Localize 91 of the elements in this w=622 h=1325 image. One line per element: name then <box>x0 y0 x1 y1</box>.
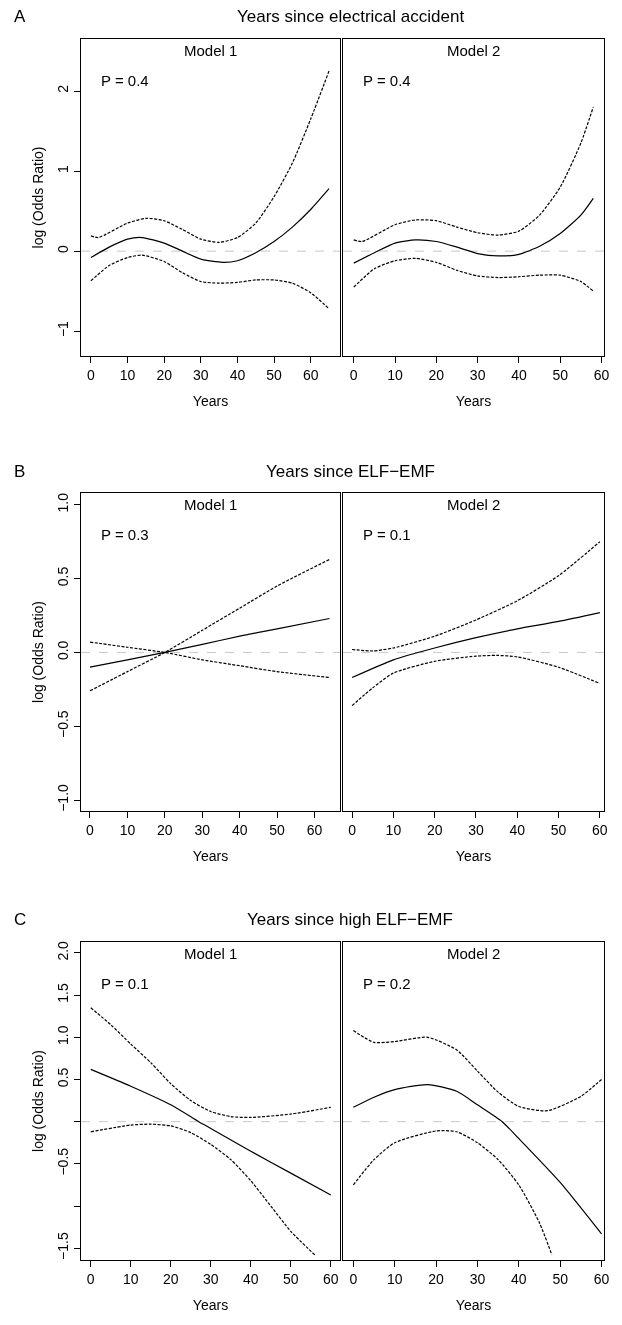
y-tick-label: −0.5 <box>55 1147 72 1176</box>
x-tick-label: 20 <box>157 821 173 838</box>
x-tick-label: 10 <box>119 821 136 838</box>
chart-title: Model 2 <box>447 496 501 513</box>
y-tick-label: −1.0 <box>55 783 72 812</box>
y-tick-label: 1 <box>55 164 72 173</box>
x-tick-label: 0 <box>348 821 357 838</box>
x-tick-label: 60 <box>593 1270 610 1287</box>
line-series <box>90 1123 316 1256</box>
x-axis-title: Years <box>192 848 229 865</box>
x-tick-label: 40 <box>511 1270 527 1287</box>
line-series <box>90 254 330 310</box>
x-tick-label: 60 <box>306 821 323 838</box>
x-tick-label: 40 <box>243 1270 259 1287</box>
x-tick-label: 30 <box>469 366 486 383</box>
x-tick-label: 0 <box>349 1270 358 1287</box>
chart-title: Model 1 <box>184 945 238 962</box>
annotation: P = 0.2 <box>363 975 411 992</box>
chart-subtitle: Years since high ELF−EMF <box>247 910 453 929</box>
x-axis-title: Years <box>192 1297 229 1314</box>
x-tick-label: 60 <box>323 1270 339 1287</box>
x-tick-label: 40 <box>229 366 246 383</box>
line-series <box>90 1068 332 1196</box>
y-axis-title: log (Odds Ratio) <box>30 1050 46 1152</box>
x-tick-label: 40 <box>509 821 526 838</box>
chart-title: Model 2 <box>447 42 501 59</box>
text: B <box>14 462 26 481</box>
x-tick-label: 30 <box>194 821 211 838</box>
x-tick-label: 50 <box>269 821 286 838</box>
x-tick-label: 50 <box>283 1270 299 1287</box>
chart-title: Model 2 <box>447 945 501 962</box>
text: A <box>14 7 26 26</box>
x-tick-label: 50 <box>552 1270 569 1287</box>
x-tick-label: 40 <box>511 366 527 383</box>
chart-subtitle: Years since ELF−EMF <box>266 462 435 481</box>
y-axis-title: log (Odds Ratio) <box>30 601 46 703</box>
x-tick-label: 30 <box>193 366 209 383</box>
x-tick-label: 50 <box>552 366 569 383</box>
x-tick-label: 30 <box>468 821 484 838</box>
y-tick-label: 0.5 <box>55 566 72 587</box>
y-tick-label: 0 <box>55 244 72 253</box>
chart-title: Model 1 <box>184 42 238 59</box>
x-axis-title: Years <box>455 1297 492 1314</box>
y-tick-label: 0.5 <box>55 1067 72 1088</box>
x-axis-title: Years <box>192 393 229 410</box>
x-tick-label: 0 <box>86 366 95 383</box>
x-tick-label: 20 <box>428 1270 445 1287</box>
x-tick-label: 20 <box>162 1270 179 1287</box>
x-tick-label: 10 <box>122 1270 139 1287</box>
y-tick-label: 1.5 <box>55 983 72 1003</box>
y-tick-label: 2.0 <box>55 940 72 961</box>
y-tick-label: 0.0 <box>55 640 72 661</box>
x-tick-label: 20 <box>156 366 173 383</box>
line-series <box>90 188 330 263</box>
x-tick-label: 0 <box>86 821 95 838</box>
x-tick-label: 60 <box>593 366 610 383</box>
y-tick-label: 2 <box>55 84 72 93</box>
x-axis-title: Years <box>455 393 492 410</box>
x-tick-label: 10 <box>387 366 404 383</box>
annotation: P = 0.3 <box>101 526 149 543</box>
x-tick-label: 20 <box>426 821 443 838</box>
y-tick-label: −0.5 <box>55 710 72 738</box>
line-series <box>89 558 331 692</box>
x-axis-title: Years <box>455 848 492 865</box>
x-tick-label: 50 <box>266 366 283 383</box>
y-tick-label: −1 <box>55 320 72 338</box>
x-tick-label: 10 <box>119 366 136 383</box>
line-series <box>90 1007 332 1119</box>
x-tick-label: 30 <box>469 1270 486 1287</box>
x-tick-label: 0 <box>86 1270 95 1287</box>
x-tick-label: 60 <box>592 821 608 838</box>
x-tick-label: 60 <box>302 366 319 383</box>
y-tick-label: 1.0 <box>55 492 72 513</box>
y-tick-label: 1.0 <box>55 1025 72 1045</box>
x-tick-label: 40 <box>231 821 248 838</box>
text: C <box>14 910 27 929</box>
y-tick-label: −1.5 <box>55 1232 72 1260</box>
x-tick-label: 50 <box>550 821 567 838</box>
annotation: P = 0.1 <box>101 975 149 992</box>
x-tick-label: 10 <box>386 1270 403 1287</box>
chart-subtitle: Years since electrical accident <box>237 7 465 26</box>
annotation: P = 0.4 <box>101 72 149 89</box>
y-axis-title: log (Odds Ratio) <box>30 146 46 249</box>
line-series <box>90 70 330 243</box>
annotation: P = 0.4 <box>363 72 411 89</box>
x-tick-label: 20 <box>428 366 445 383</box>
x-tick-label: 30 <box>202 1270 219 1287</box>
annotation: P = 0.1 <box>363 526 411 543</box>
chart-title: Model 1 <box>184 496 238 513</box>
x-tick-label: 10 <box>385 821 402 838</box>
x-tick-label: 0 <box>349 366 358 383</box>
